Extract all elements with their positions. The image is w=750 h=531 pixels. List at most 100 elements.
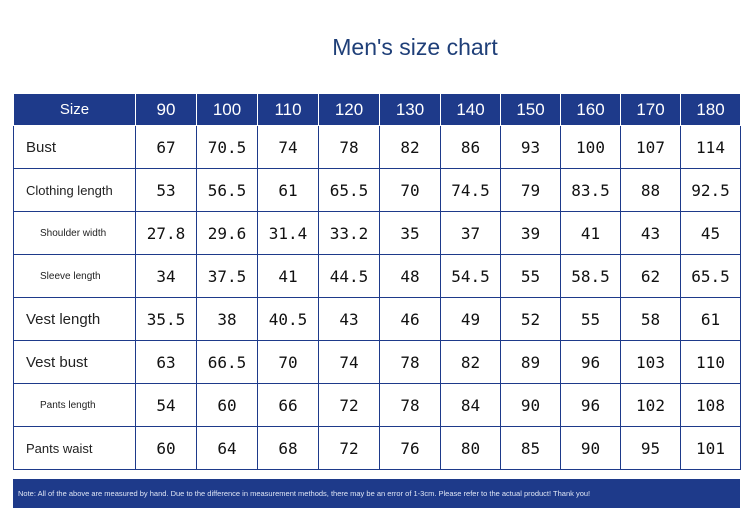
size-chart-table-container: Size 90 100 110 120 130 140 150 160 170 180 Bust 6… bbox=[13, 93, 741, 470]
table-cell: 63 bbox=[135, 340, 197, 384]
table-cell: 114 bbox=[680, 125, 741, 169]
table-cell: 108 bbox=[680, 383, 741, 427]
table-cell: 37 bbox=[440, 211, 501, 255]
table-cell: 35 bbox=[379, 211, 441, 255]
row-label: Sleeve length bbox=[13, 254, 136, 298]
table-cell: 65.5 bbox=[680, 254, 741, 298]
table-cell: 52 bbox=[500, 297, 561, 341]
table-cell: 41 bbox=[560, 211, 621, 255]
table-cell: 45 bbox=[680, 211, 741, 255]
table-cell: 92.5 bbox=[680, 168, 741, 212]
table-cell: 55 bbox=[560, 297, 621, 341]
table-cell: 80 bbox=[440, 426, 501, 470]
table-cell: 54 bbox=[135, 383, 197, 427]
table-cell: 88 bbox=[620, 168, 681, 212]
table-cell: 54.5 bbox=[440, 254, 501, 298]
table-cell: 31.4 bbox=[257, 211, 319, 255]
table-row: Pants length 54 60 66 72 78 84 90 96 102 108 bbox=[13, 383, 741, 427]
table-cell: 95 bbox=[620, 426, 681, 470]
table-cell: 48 bbox=[379, 254, 441, 298]
table-cell: 35.5 bbox=[135, 297, 197, 341]
table-cell: 82 bbox=[379, 125, 441, 169]
table-cell: 96 bbox=[560, 340, 621, 384]
table-cell: 43 bbox=[318, 297, 380, 341]
row-label: Pants waist bbox=[13, 426, 136, 470]
table-row: Vest length 35.5 38 40.5 43 46 49 52 55 58 61 bbox=[13, 297, 741, 341]
table-cell: 66 bbox=[257, 383, 319, 427]
size-header-130: 130 bbox=[379, 93, 441, 126]
table-cell: 70 bbox=[257, 340, 319, 384]
table-cell: 76 bbox=[379, 426, 441, 470]
table-cell: 56.5 bbox=[196, 168, 258, 212]
table-cell: 79 bbox=[500, 168, 561, 212]
size-header-120: 120 bbox=[318, 93, 380, 126]
table-row: Vest bust 63 66.5 70 74 78 82 89 96 103 110 bbox=[13, 340, 741, 384]
row-label: Clothing length bbox=[13, 168, 136, 212]
size-header-160: 160 bbox=[560, 93, 621, 126]
table-cell: 107 bbox=[620, 125, 681, 169]
table-cell: 62 bbox=[620, 254, 681, 298]
table-cell: 66.5 bbox=[196, 340, 258, 384]
table-cell: 61 bbox=[680, 297, 741, 341]
table-row: Pants waist 60 64 68 72 76 80 85 90 95 101 bbox=[13, 426, 741, 470]
size-header-170: 170 bbox=[620, 93, 681, 126]
size-header-110: 110 bbox=[257, 93, 319, 126]
table-cell: 55 bbox=[500, 254, 561, 298]
size-header-label: Size bbox=[13, 93, 136, 126]
size-header-150: 150 bbox=[500, 93, 561, 126]
table-cell: 64 bbox=[196, 426, 258, 470]
table-cell: 78 bbox=[318, 125, 380, 169]
table-cell: 89 bbox=[500, 340, 561, 384]
table-cell: 58 bbox=[620, 297, 681, 341]
size-header-140: 140 bbox=[440, 93, 501, 126]
table-cell: 44.5 bbox=[318, 254, 380, 298]
table-row: Sleeve length 34 37.5 41 44.5 48 54.5 55 58.5 62 6… bbox=[13, 254, 741, 298]
row-label: Vest length bbox=[13, 297, 136, 341]
table-cell: 72 bbox=[318, 383, 380, 427]
table-cell: 27.8 bbox=[135, 211, 197, 255]
size-header-100: 100 bbox=[196, 93, 258, 126]
size-header-180: 180 bbox=[680, 93, 741, 126]
table-cell: 49 bbox=[440, 297, 501, 341]
row-label: Vest bust bbox=[13, 340, 136, 384]
table-cell: 38 bbox=[196, 297, 258, 341]
table-cell: 90 bbox=[560, 426, 621, 470]
table-cell: 93 bbox=[500, 125, 561, 169]
table-cell: 78 bbox=[379, 383, 441, 427]
row-label: Pants length bbox=[13, 383, 136, 427]
table-cell: 61 bbox=[257, 168, 319, 212]
table-cell: 34 bbox=[135, 254, 197, 298]
table-cell: 39 bbox=[500, 211, 561, 255]
table-cell: 90 bbox=[500, 383, 561, 427]
table-row: Clothing length 53 56.5 61 65.5 70 74.5 79 83.5 8… bbox=[13, 168, 741, 212]
table-cell: 86 bbox=[440, 125, 501, 169]
table-cell: 58.5 bbox=[560, 254, 621, 298]
table-cell: 68 bbox=[257, 426, 319, 470]
size-header-90: 90 bbox=[135, 93, 197, 126]
row-label: Shoulder width bbox=[13, 211, 136, 255]
table-cell: 70.5 bbox=[196, 125, 258, 169]
table-cell: 60 bbox=[196, 383, 258, 427]
table-cell: 53 bbox=[135, 168, 197, 212]
table-cell: 60 bbox=[135, 426, 197, 470]
table-cell: 82 bbox=[440, 340, 501, 384]
table-cell: 70 bbox=[379, 168, 441, 212]
measurement-note: Note: All of the above are measured by h… bbox=[13, 479, 740, 508]
table-row: Bust 67 70.5 74 78 82 86 93 100 107 114 bbox=[13, 125, 741, 169]
table-cell: 72 bbox=[318, 426, 380, 470]
size-table-body: Bust 67 70.5 74 78 82 86 93 100 107 114 Clothing le… bbox=[13, 125, 741, 470]
table-cell: 101 bbox=[680, 426, 741, 470]
table-cell: 29.6 bbox=[196, 211, 258, 255]
table-row: Shoulder width 27.8 29.6 31.4 33.2 35 37 39 41 43… bbox=[13, 211, 741, 255]
table-cell: 74 bbox=[318, 340, 380, 384]
size-header-row: Size 90 100 110 120 130 140 150 160 170 180 bbox=[13, 93, 741, 126]
table-cell: 33.2 bbox=[318, 211, 380, 255]
table-cell: 83.5 bbox=[560, 168, 621, 212]
page-title: Men's size chart bbox=[332, 34, 498, 60]
table-cell: 43 bbox=[620, 211, 681, 255]
table-cell: 67 bbox=[135, 125, 197, 169]
table-cell: 84 bbox=[440, 383, 501, 427]
table-cell: 85 bbox=[500, 426, 561, 470]
table-cell: 102 bbox=[620, 383, 681, 427]
size-chart-table: Size 90 100 110 120 130 140 150 160 170 180 Bust 6… bbox=[13, 93, 741, 470]
